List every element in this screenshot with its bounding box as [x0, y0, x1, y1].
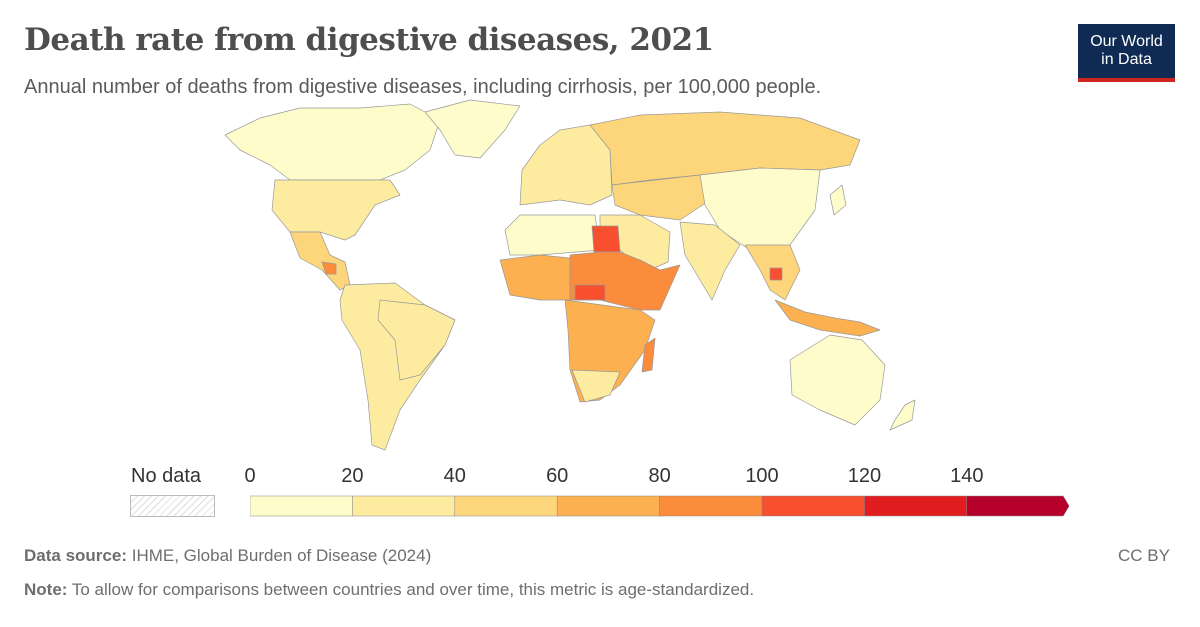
region-cambodia[interactable] [769, 267, 783, 281]
region-north-america-north[interactable] [224, 103, 441, 181]
legend-tick-label: 120 [847, 465, 882, 487]
region-europe[interactable] [519, 124, 613, 206]
legend-tick-label: 60 [546, 465, 569, 487]
legend-bin-5[interactable] [761, 495, 865, 517]
region-new-zealand[interactable] [889, 399, 916, 431]
chart-title: Death rate from digestive diseases, 2021 [24, 22, 714, 58]
license[interactable]: CC BY [1118, 546, 1170, 565]
legend-no-data-swatch [130, 495, 215, 517]
logo-line-1: Our World [1090, 33, 1163, 50]
region-west-africa[interactable] [499, 254, 571, 301]
legend-tick-label: 80 [648, 465, 671, 487]
legend-bin-6[interactable] [864, 495, 968, 517]
region-south-sudan[interactable] [574, 284, 606, 301]
legend-bin-0[interactable] [250, 495, 353, 517]
legend-bin-3[interactable] [556, 495, 660, 517]
logo-line-2: in Data [1101, 51, 1152, 68]
legend-bin-1[interactable] [352, 495, 456, 517]
region-madagascar[interactable] [641, 337, 656, 373]
data-source: Data source: IHME, Global Burden of Dise… [24, 546, 431, 566]
region-egypt[interactable] [591, 225, 621, 253]
region-india[interactable] [679, 221, 741, 301]
legend-no-data-label: No data [131, 465, 202, 487]
region-australia[interactable] [789, 334, 886, 426]
source-label: Data source: [24, 546, 127, 565]
legend-tick-label: 100 [745, 465, 779, 487]
region-brazil[interactable] [377, 299, 456, 381]
legend-tick-label: 40 [443, 465, 466, 487]
legend-tick-label: 0 [244, 465, 256, 487]
region-japan[interactable] [829, 184, 847, 216]
legend-bin-4[interactable] [659, 495, 763, 517]
region-greenland[interactable] [424, 99, 521, 159]
chart-subtitle: Annual number of deaths from digestive d… [24, 76, 822, 98]
region-usa[interactable] [271, 179, 401, 241]
legend-tick-label: 140 [950, 465, 984, 487]
region-north-africa[interactable] [504, 214, 601, 256]
region-indonesia[interactable] [774, 299, 881, 337]
source-text[interactable]: IHME, Global Burden of Disease (2024) [131, 546, 432, 565]
note: Note: To allow for comparisons between c… [24, 580, 754, 600]
owid-logo[interactable]: Our World in Data [1078, 24, 1175, 82]
legend-color-bar [250, 495, 1070, 517]
legend-tick-label: 20 [341, 465, 364, 487]
region-guatemala[interactable] [321, 261, 337, 275]
note-text: To allow for comparisons between countri… [71, 580, 755, 599]
region-south-africa[interactable] [571, 369, 621, 403]
note-label: Note: [24, 580, 68, 599]
legend-bin-2[interactable] [454, 495, 558, 517]
legend-bin-7[interactable] [966, 495, 1070, 517]
world-map[interactable] [0, 0, 1200, 460]
region-mexico-central-america[interactable] [289, 231, 351, 291]
